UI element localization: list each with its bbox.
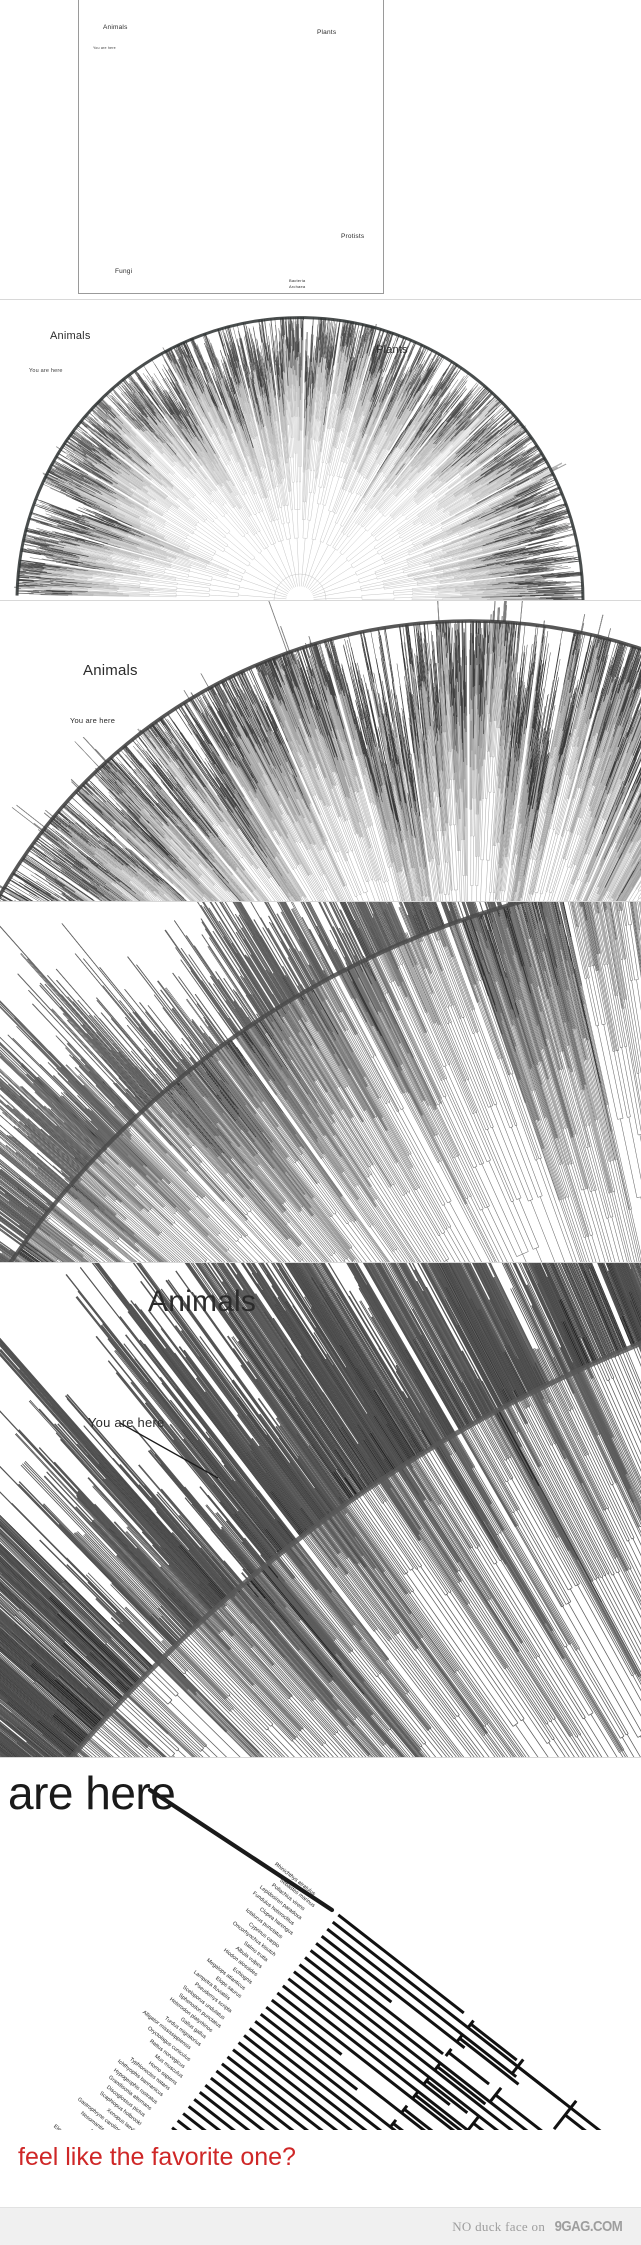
label-bacteria-p1: Bacteria	[289, 278, 305, 283]
label-plants-p2: Plants	[376, 344, 408, 356]
label-protists-p1: Protists	[341, 233, 364, 240]
leader-line-p6	[150, 1790, 332, 1910]
panel1-frame	[78, 0, 384, 294]
label-animals-p1: Animals	[103, 24, 128, 31]
annotation-you-are-here-p2: You are here	[29, 368, 63, 374]
phylo-tree-quadrant	[0, 601, 641, 901]
label-animals-p3: Animals	[83, 662, 138, 679]
panel-animal-quadrant	[0, 601, 641, 901]
watermark-bar: NO duck face on 9GAG.COM	[0, 2207, 641, 2245]
panel-tip-cluster	[0, 1263, 641, 1757]
label-plants-p1: Plants	[317, 29, 336, 36]
meme-caption: feel like the favorite one?	[18, 2143, 296, 2172]
label-animals-p2: Animals	[50, 330, 91, 342]
watermark-text: NO duck face on	[452, 2219, 545, 2235]
label-archaea-p1: Archaea	[289, 284, 305, 289]
annotation-you-are-here-p5: You are here	[88, 1415, 164, 1430]
phylo-tree-tips	[0, 1263, 641, 1757]
phylo-tree-half	[0, 300, 641, 600]
label-fungi-p1: Fungi	[115, 268, 132, 275]
panel-arc-closeup	[0, 902, 641, 1262]
annotation-you-are-here-p3: You are here	[70, 716, 115, 725]
phylo-tree-arc	[0, 902, 641, 1262]
watermark-brand: 9GAG.COM	[555, 2218, 623, 2235]
panel-whole-tree	[0, 0, 641, 299]
annotation-are-here: are here	[8, 1766, 175, 1820]
annotation-you-are-here-p1: You are here	[93, 46, 116, 50]
panel-upper-half	[0, 300, 641, 600]
label-animals-p5: Animals	[148, 1285, 256, 1319]
